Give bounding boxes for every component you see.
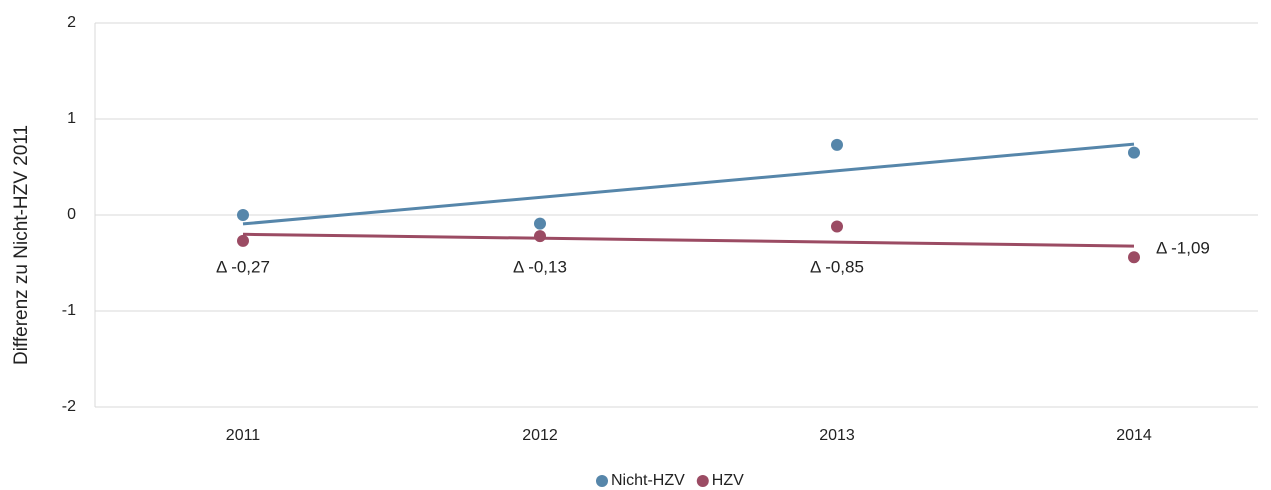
point	[534, 217, 546, 230]
legend-label: HZV	[712, 472, 744, 489]
trend-line	[242, 232, 1135, 248]
point	[237, 209, 249, 221]
point	[534, 230, 546, 243]
point	[1128, 146, 1140, 159]
legend-marker	[696, 475, 709, 487]
annotation: Δ -0,13	[513, 257, 567, 276]
y-tick-label: 2	[67, 14, 76, 31]
annotation: Δ -0,27	[216, 257, 270, 276]
y-tick-label: -1	[62, 302, 76, 319]
x-tick-label: 2014	[1116, 427, 1152, 444]
legend-marker	[596, 475, 608, 487]
point	[1128, 251, 1140, 264]
trend-line	[242, 142, 1135, 226]
y-tick-label: -2	[62, 398, 76, 415]
annotation: Δ -0,85	[810, 257, 864, 276]
point	[237, 234, 249, 247]
point	[831, 220, 843, 233]
x-tick-label: 2013	[819, 427, 855, 444]
x-tick-label: 2012	[522, 427, 558, 444]
legend: Nicht-HZV HZV	[596, 472, 744, 489]
point	[831, 138, 843, 151]
y-axis-label: Differenz zu Nicht-HZV 2011	[11, 125, 32, 365]
y-tick-label: 1	[67, 110, 76, 127]
legend-label: Nicht-HZV	[611, 472, 685, 489]
annotation: Δ -1,09	[1156, 238, 1210, 257]
y-tick-label: 0	[67, 206, 76, 223]
x-tick-label: 2011	[226, 427, 261, 444]
